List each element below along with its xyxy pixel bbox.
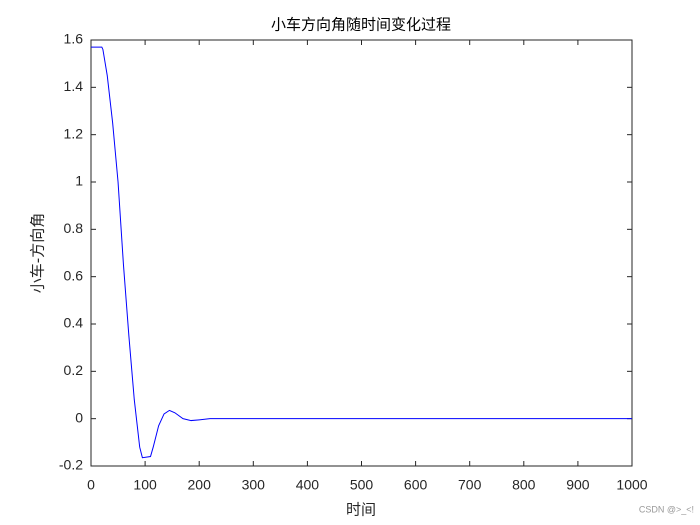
x-tick-label: 100 (133, 477, 157, 493)
y-axis-label: 小车-方向角 (29, 213, 47, 293)
y-tick-label: 1.2 (64, 125, 84, 141)
y-tick-label: 0.8 (64, 220, 84, 236)
x-tick-label: 1000 (616, 477, 647, 493)
y-tick-label: 0.4 (64, 315, 84, 331)
x-tick-label: 400 (296, 477, 320, 493)
x-tick-label: 500 (350, 477, 374, 493)
x-tick-label: 800 (512, 477, 536, 493)
y-tick-label: 0 (75, 409, 83, 425)
y-tick-label: 1.4 (64, 78, 84, 94)
data-line (91, 46, 632, 459)
x-tick-label: 200 (188, 477, 212, 493)
x-tick-label: 300 (242, 477, 266, 493)
watermark: CSDN @>_<! (639, 504, 694, 514)
plot-box (90, 39, 633, 467)
x-axis-label: 时间 (346, 501, 376, 519)
x-tick-label: 600 (404, 477, 428, 493)
x-tick-label: 900 (566, 477, 590, 493)
x-tick-label: 700 (458, 477, 482, 493)
y-tick-label: 1 (75, 173, 83, 189)
x-tick-label: 0 (87, 477, 95, 493)
y-tick-label: 0.2 (64, 362, 84, 378)
y-tick-label: -0.2 (59, 457, 83, 473)
y-tick-label: 1.6 (64, 31, 84, 47)
chart-title: 小车方向角随时间变化过程 (271, 16, 451, 34)
y-tick-label: 0.6 (64, 267, 84, 283)
